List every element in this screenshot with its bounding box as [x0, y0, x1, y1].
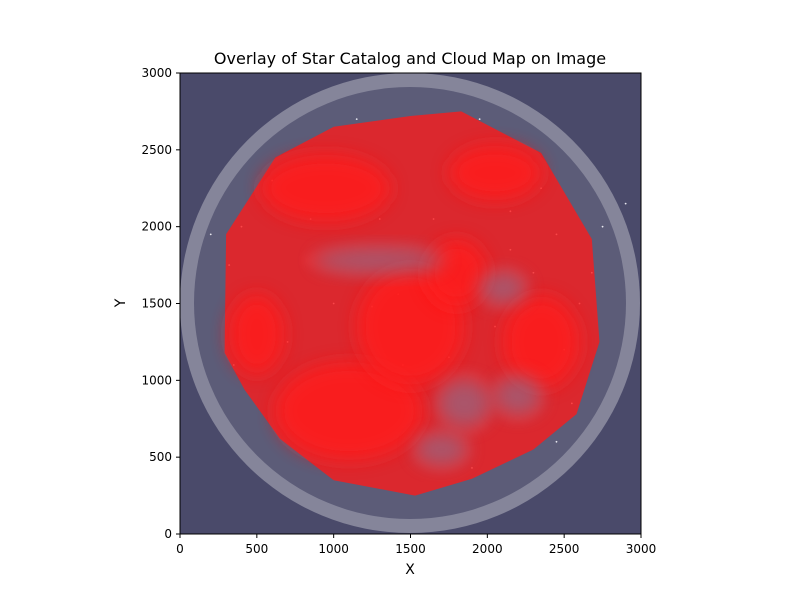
plot-area — [180, 73, 641, 534]
x-axis-label: X — [405, 562, 415, 578]
y-axis: 0 500 1000 1500 2000 2500 3000 — [141, 66, 180, 541]
dense-cloud-patch — [275, 361, 423, 461]
dense-cloud-patch — [229, 294, 285, 375]
chart-title: Overlay of Star Catalog and Cloud Map on… — [214, 49, 606, 68]
x-tick-label: 0 — [176, 542, 184, 556]
y-tick-label: 1500 — [141, 297, 172, 311]
x-tick-label: 1500 — [395, 542, 426, 556]
x-axis: 0 500 1000 1500 2000 2500 3000 — [176, 534, 656, 556]
y-axis-label: Y — [113, 298, 129, 308]
star-point — [624, 202, 627, 205]
dense-cloud-patch — [261, 154, 391, 223]
clear-sky-gap — [494, 376, 542, 416]
clear-sky-gap — [479, 271, 527, 305]
y-tick-label: 2500 — [141, 143, 172, 157]
dense-cloud-layer — [229, 145, 580, 461]
x-tick-label: 500 — [245, 542, 268, 556]
y-tick-label: 0 — [164, 527, 172, 541]
dense-cloud-patch — [502, 295, 580, 389]
clear-sky-gap — [314, 247, 446, 274]
y-tick-label: 1000 — [141, 373, 172, 387]
x-tick-label: 2500 — [549, 542, 580, 556]
star-point — [601, 225, 604, 228]
x-tick-label: 1000 — [318, 542, 349, 556]
clear-sky-highlights — [314, 247, 542, 466]
star-point — [478, 118, 481, 120]
clear-sky-gap — [415, 433, 468, 466]
star-point — [555, 440, 558, 443]
dense-cloud-patch — [425, 238, 488, 307]
x-tick-label: 3000 — [626, 542, 657, 556]
star-point — [355, 118, 358, 120]
star-point — [209, 233, 212, 236]
dense-cloud-patch — [448, 145, 542, 201]
y-tick-label: 3000 — [141, 66, 172, 80]
y-tick-label: 500 — [149, 450, 172, 464]
clear-sky-gap — [438, 379, 491, 428]
x-tick-label: 2000 — [472, 542, 503, 556]
y-tick-label: 2000 — [141, 220, 172, 234]
